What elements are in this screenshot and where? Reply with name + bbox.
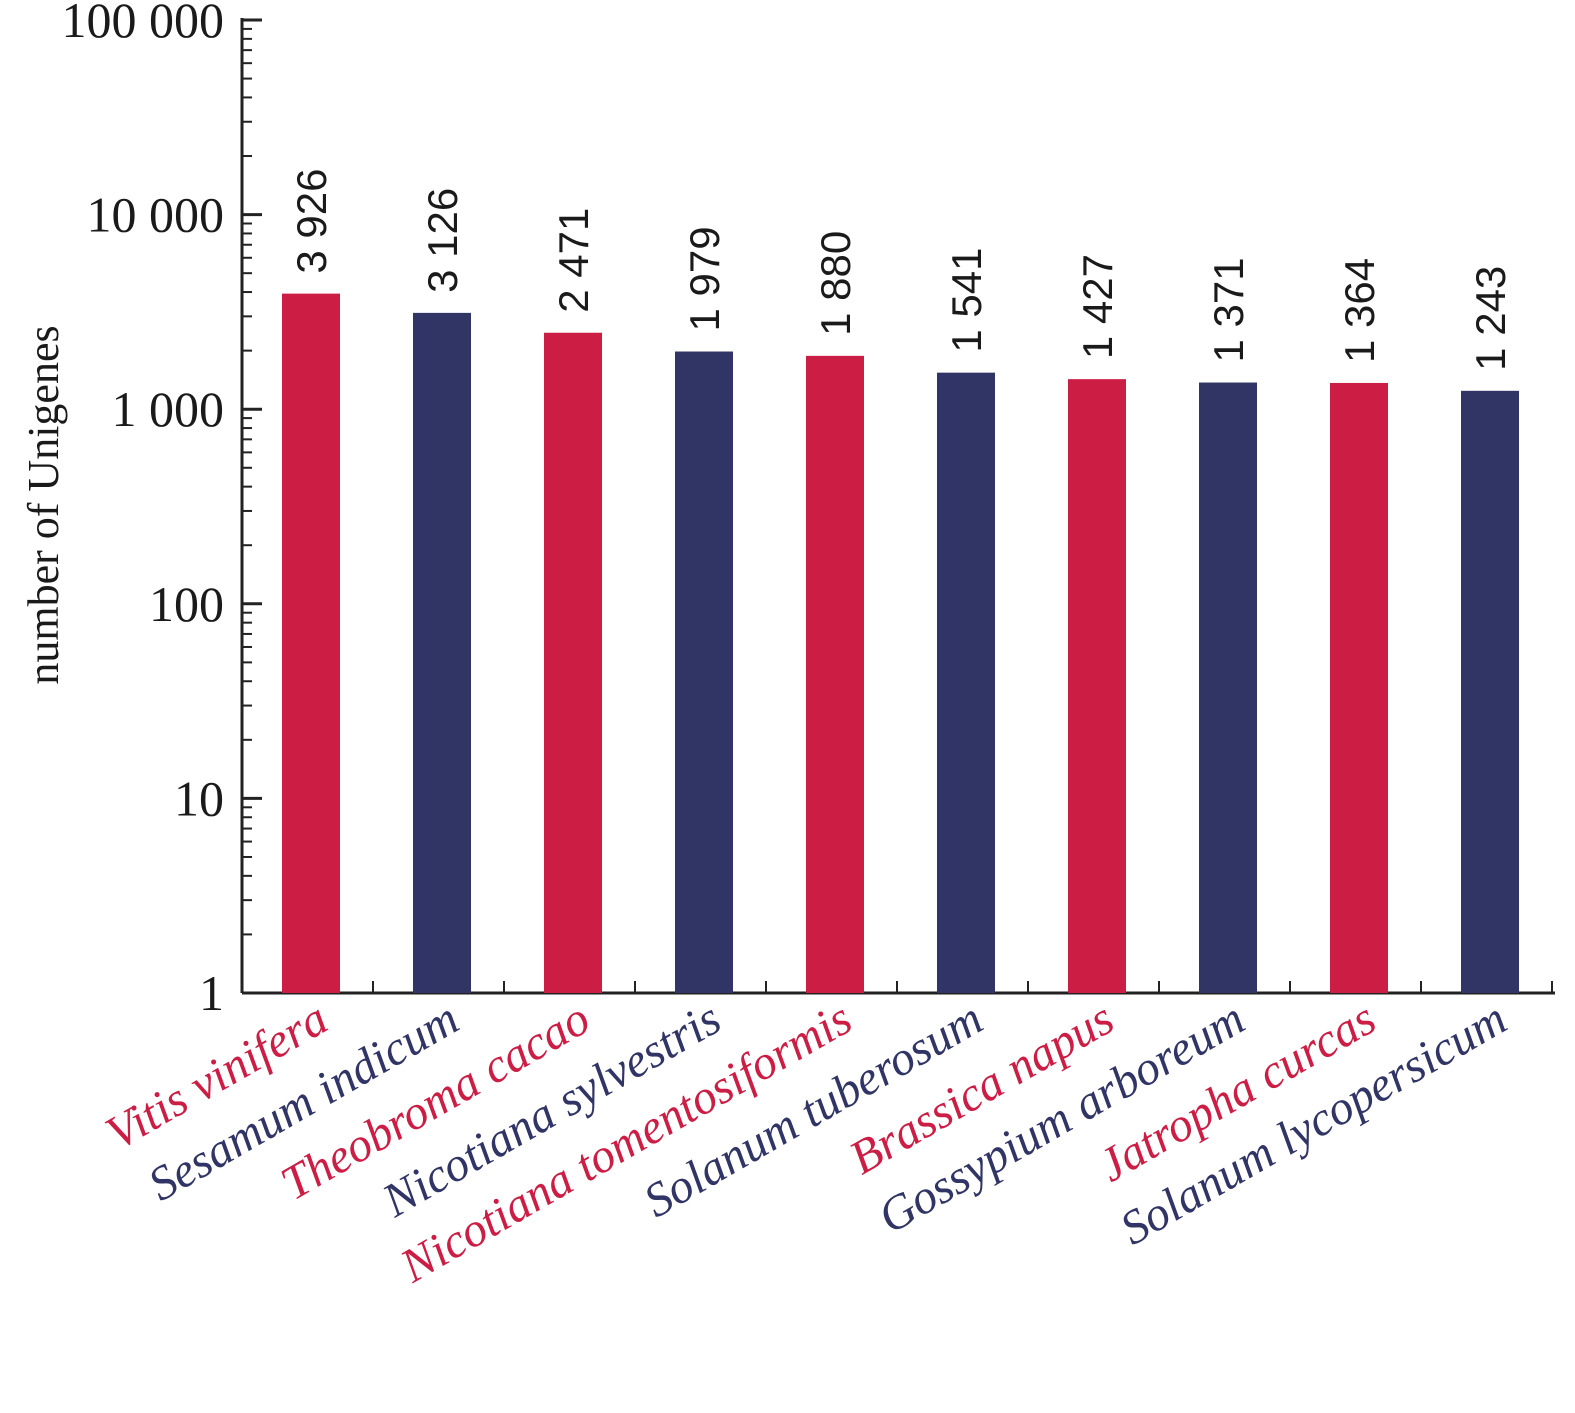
bar [1068, 379, 1126, 993]
bar-value-label: 1 371 [1205, 257, 1252, 362]
bar [675, 351, 733, 993]
bar-value-label: 1 541 [943, 248, 990, 353]
bar [1330, 382, 1388, 994]
value-labels: 3 926 3 126 2 471 1 979 1 880 1 541 1 427 1 371… [288, 169, 1514, 371]
y-tick-label: 1 [199, 965, 224, 1021]
bar [806, 355, 864, 993]
y-axis: 1 10 100 1 000 10 000 100 000 [62, 0, 262, 1021]
bar [282, 293, 340, 993]
bar [544, 332, 602, 994]
bar-value-label: 1 427 [1074, 254, 1121, 359]
bar-value-label: 1 979 [681, 226, 728, 331]
bar-value-label: 1 364 [1336, 258, 1383, 363]
bar-value-label: 3 926 [288, 169, 335, 274]
bar-value-label: 2 471 [550, 208, 597, 313]
bar [413, 312, 471, 994]
bar [1461, 390, 1519, 993]
bar [1199, 382, 1257, 994]
y-tick-label: 10 000 [87, 187, 225, 243]
y-tick-label: 10 [174, 770, 224, 826]
y-tick-label: 100 000 [62, 0, 225, 48]
bar [937, 372, 995, 994]
bar-value-label: 3 126 [419, 188, 466, 293]
y-tick-label: 1 000 [112, 381, 225, 437]
bar-value-label: 1 243 [1467, 266, 1514, 371]
y-tick-label: 100 [149, 576, 224, 632]
bar-value-label: 1 880 [812, 231, 859, 336]
bars [282, 293, 1519, 994]
y-axis-label: number of Unigenes [19, 325, 68, 684]
